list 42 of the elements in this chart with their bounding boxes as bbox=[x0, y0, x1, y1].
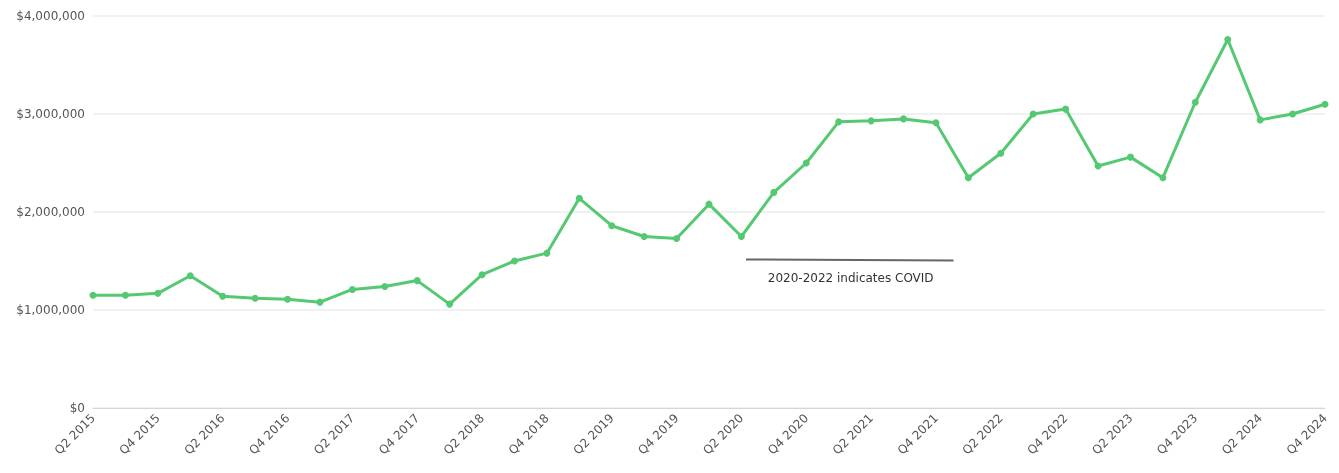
y-tick-label: $3,000,000 bbox=[16, 107, 85, 121]
point bbox=[186, 272, 194, 280]
point bbox=[1029, 110, 1037, 118]
point bbox=[673, 234, 681, 242]
y-tick-label: $0 bbox=[69, 401, 85, 415]
point bbox=[316, 298, 324, 306]
point bbox=[89, 291, 97, 299]
point bbox=[510, 257, 518, 265]
y-tick-label: $4,000,000 bbox=[16, 9, 85, 23]
point bbox=[121, 291, 129, 299]
point bbox=[1126, 153, 1134, 161]
point bbox=[867, 117, 875, 125]
annotation: 2020-2022 indicates COVID bbox=[767, 271, 934, 286]
y-tick-label: $1,000,000 bbox=[16, 303, 85, 317]
point bbox=[770, 188, 778, 196]
point bbox=[1289, 110, 1297, 118]
point bbox=[251, 294, 259, 302]
point bbox=[1191, 98, 1199, 106]
point bbox=[348, 285, 356, 293]
point bbox=[543, 249, 551, 257]
y-tick-label: $2,000,000 bbox=[16, 205, 85, 219]
point bbox=[835, 118, 843, 126]
point bbox=[575, 194, 583, 202]
point bbox=[932, 119, 940, 127]
point bbox=[737, 233, 745, 240]
point bbox=[1256, 116, 1264, 124]
point bbox=[1062, 105, 1070, 113]
point bbox=[1159, 174, 1167, 182]
point bbox=[608, 222, 616, 230]
point bbox=[640, 233, 648, 240]
point bbox=[964, 174, 972, 182]
point bbox=[1321, 100, 1329, 108]
point bbox=[446, 300, 454, 308]
point bbox=[478, 271, 486, 279]
point bbox=[802, 159, 810, 167]
point bbox=[381, 282, 389, 290]
point bbox=[154, 289, 162, 297]
point bbox=[219, 292, 227, 300]
point bbox=[284, 295, 292, 303]
point bbox=[413, 277, 421, 285]
point bbox=[900, 115, 908, 123]
point bbox=[997, 149, 1005, 157]
